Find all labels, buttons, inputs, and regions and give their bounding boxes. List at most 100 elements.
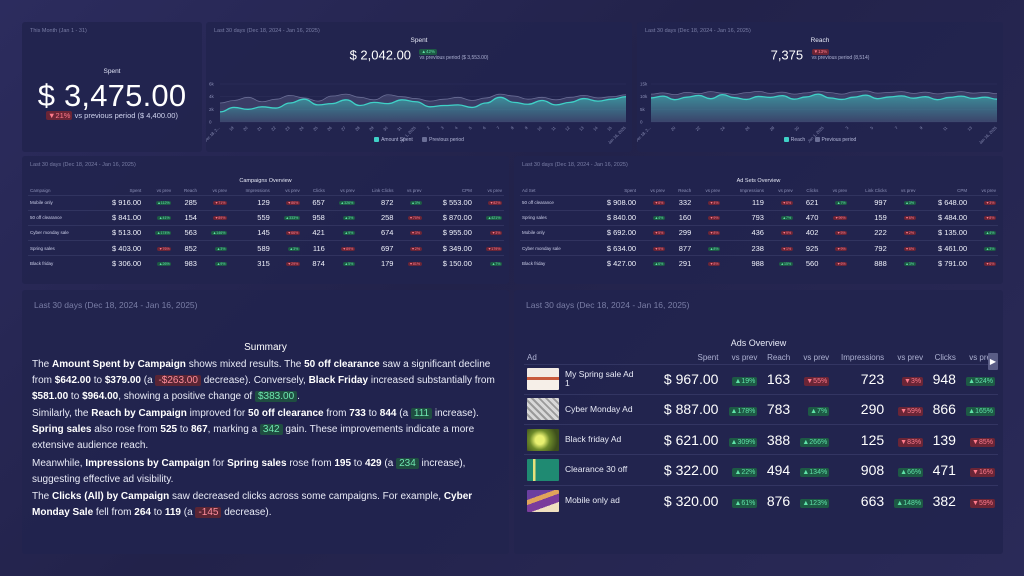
column-header[interactable]: Spent xyxy=(697,352,719,362)
column-header[interactable]: Spent xyxy=(624,187,637,193)
value-cell: 154 xyxy=(173,209,199,226)
column-header[interactable]: vs prev xyxy=(969,352,995,362)
column-header[interactable]: vs prev xyxy=(803,352,830,362)
column-header[interactable]: Clicks xyxy=(312,187,325,193)
arrow-down-icon: ▼ xyxy=(904,378,911,386)
change-cell: ▲174% xyxy=(143,224,174,241)
table-row[interactable]: Black friday $ 306.00 ▲26% 983 ▲9% 315 ▼29% 874… xyxy=(28,255,504,271)
column-header[interactable]: Ad Set xyxy=(522,187,536,193)
series-line[interactable] xyxy=(650,93,998,101)
scroll-right-button[interactable]: ▶ xyxy=(988,353,998,370)
column-header[interactable]: Impressions xyxy=(245,187,270,193)
column-header[interactable]: Clicks xyxy=(934,352,956,362)
column-header[interactable]: vs prev xyxy=(407,187,422,193)
change-badge: ▲3% xyxy=(984,246,996,251)
arrow-up-icon: ▲ xyxy=(344,231,349,236)
column-header[interactable]: vs prev xyxy=(897,352,924,362)
table-row[interactable]: Cyber monday sale $ 513.00 ▲174% 563 ▲146% 14… xyxy=(28,224,504,241)
table-row[interactable]: Black friday $ 427.00 ▲6% 291 ▼8% 988 ▲15% 560 ▼… xyxy=(520,255,998,271)
ad-thumbnail[interactable] xyxy=(527,489,559,512)
arrow-up-icon: ▲ xyxy=(344,216,349,221)
change-cell: ▲266% xyxy=(793,424,833,455)
column-header[interactable]: vs prev xyxy=(731,352,758,362)
ad-name: Cyber Monday Ad xyxy=(565,403,633,414)
series-line[interactable] xyxy=(219,93,627,104)
table-row[interactable]: My Spring sale Ad 1 $ 967.00 ▲19% 163 ▼55% 72… xyxy=(524,363,998,395)
column-header[interactable]: Spent xyxy=(129,187,142,193)
value-cell: 783 xyxy=(760,393,794,425)
table-row[interactable]: Cyber monday sale $ 634.00 ▼9% 877 ▲8% 238 ▼1%… xyxy=(520,240,998,256)
arrow-down-icon: ▼ xyxy=(487,246,492,251)
table-row[interactable]: 50 off clearance $ 841.00 ▲41% 154 ▼89% 559 ▲3… xyxy=(28,209,504,226)
column-header[interactable]: Reach xyxy=(183,187,197,193)
arrow-down-icon: ▼ xyxy=(836,246,841,251)
column-header[interactable]: vs prev xyxy=(156,187,172,193)
value-cell: 332 xyxy=(666,194,694,211)
table-row[interactable]: Mobile only $ 916.00 ▲112% 285 ▼71% 129 ▼86% 65… xyxy=(28,194,504,211)
x-tick-label: 30 xyxy=(382,125,389,132)
arrow-up-icon: ▲ xyxy=(780,262,785,267)
column-header[interactable]: vs prev xyxy=(285,187,300,193)
value-cell: $ 916.00 xyxy=(92,194,144,211)
ad-thumbnail[interactable] xyxy=(527,398,559,421)
table-row[interactable]: Black friday Ad $ 621.00 ▲309% 388 ▲266% 125 ▼… xyxy=(524,424,998,455)
column-header[interactable]: Campaign xyxy=(30,187,51,193)
change-badge: ▼8% xyxy=(653,201,665,206)
change-badge: ▼179% xyxy=(486,246,502,251)
ad-cell: Black friday Ad xyxy=(524,424,654,455)
legend-item-amount-spent[interactable]: Amount Spent xyxy=(374,137,413,143)
x-tick-label: 22 xyxy=(270,125,277,132)
column-header[interactable]: vs prev xyxy=(212,187,227,193)
table-row[interactable]: Spring sales $ 840.00 ▲4% 160 ▼9% 793 ▲7% 470 ▼9… xyxy=(520,209,998,226)
column-header[interactable]: vs prev xyxy=(487,187,502,193)
ad-thumbnail[interactable] xyxy=(527,368,559,391)
value-cell: 290 xyxy=(832,393,888,425)
change-cell: ▼2% xyxy=(395,240,424,256)
table-row[interactable]: Mobile only ad $ 320.00 ▲61% 876 ▲123% 663 ▲14… xyxy=(524,484,998,516)
series-area xyxy=(220,96,626,122)
arrow-up-icon: ▲ xyxy=(802,438,810,446)
series-line[interactable] xyxy=(219,96,627,113)
column-header[interactable]: CPM xyxy=(957,187,968,193)
value-cell: $ 427.00 xyxy=(586,255,639,271)
column-header[interactable]: vs prev xyxy=(340,187,355,193)
column-header[interactable]: Reach xyxy=(678,187,692,193)
value-cell: 876 xyxy=(760,484,794,516)
column-header[interactable]: Link Clicks xyxy=(865,187,887,193)
legend-item-previous[interactable]: Previous period xyxy=(814,137,856,143)
ad-thumbnail[interactable] xyxy=(527,428,559,451)
table-row[interactable]: Mobile only $ 692.00 ▼5% 299 ▼8% 436 ▼9% 402 ▼5%… xyxy=(520,224,998,241)
spent-chart-card: Last 30 days (Dec 18, 2024 - Jan 16, 202… xyxy=(206,22,632,152)
change-cell: ▲41% xyxy=(143,209,174,226)
column-header[interactable]: vs prev xyxy=(705,187,721,193)
value-cell: $ 887.00 xyxy=(653,393,722,425)
column-header[interactable]: Impressions xyxy=(841,352,885,362)
column-header[interactable]: vs prev xyxy=(981,187,996,193)
change-cell: ▲7% xyxy=(793,393,833,425)
value-cell: 872 xyxy=(356,194,396,211)
change-badge: ▼70% xyxy=(407,216,422,221)
change-cell: ▲4% xyxy=(638,209,667,226)
change-cell: ▼9% xyxy=(820,240,850,256)
column-header[interactable]: Impressions xyxy=(739,187,764,193)
change-cell: ▼82% xyxy=(473,194,504,211)
table-row[interactable]: Spring sales $ 403.00 ▼76% 852 ▲3% 589 ▲3% 116 ▼… xyxy=(28,240,504,256)
value-cell: 315 xyxy=(228,255,272,271)
legend-item-previous[interactable]: Previous period xyxy=(422,137,464,143)
column-header[interactable]: Ad xyxy=(527,352,537,362)
column-header[interactable]: Clicks xyxy=(806,187,819,193)
column-header[interactable]: Link Clicks xyxy=(371,187,394,193)
series-line[interactable] xyxy=(650,90,998,96)
column-header[interactable]: CPM xyxy=(461,187,472,193)
legend-item-reach[interactable]: Reach xyxy=(783,137,805,143)
ad-thumbnail[interactable] xyxy=(527,459,559,482)
value-cell: 877 xyxy=(666,240,694,256)
table-row[interactable]: Clearance 30 off $ 322.00 ▲22% 494 ▲134% 908 ▲… xyxy=(524,454,998,486)
column-header[interactable]: vs prev xyxy=(832,187,848,193)
column-header[interactable]: vs prev xyxy=(778,187,793,193)
table-row[interactable]: 50 off clearance $ 908.00 ▼8% 332 ▼4% 119 ▼6% 6… xyxy=(520,194,998,211)
column-header[interactable]: Reach xyxy=(767,352,791,362)
column-header[interactable]: vs prev xyxy=(650,187,665,193)
column-header[interactable]: vs prev xyxy=(901,187,916,193)
table-row[interactable]: Cyber Monday Ad $ 887.00 ▲178% 783 ▲7% 290 ▼59… xyxy=(524,393,998,425)
